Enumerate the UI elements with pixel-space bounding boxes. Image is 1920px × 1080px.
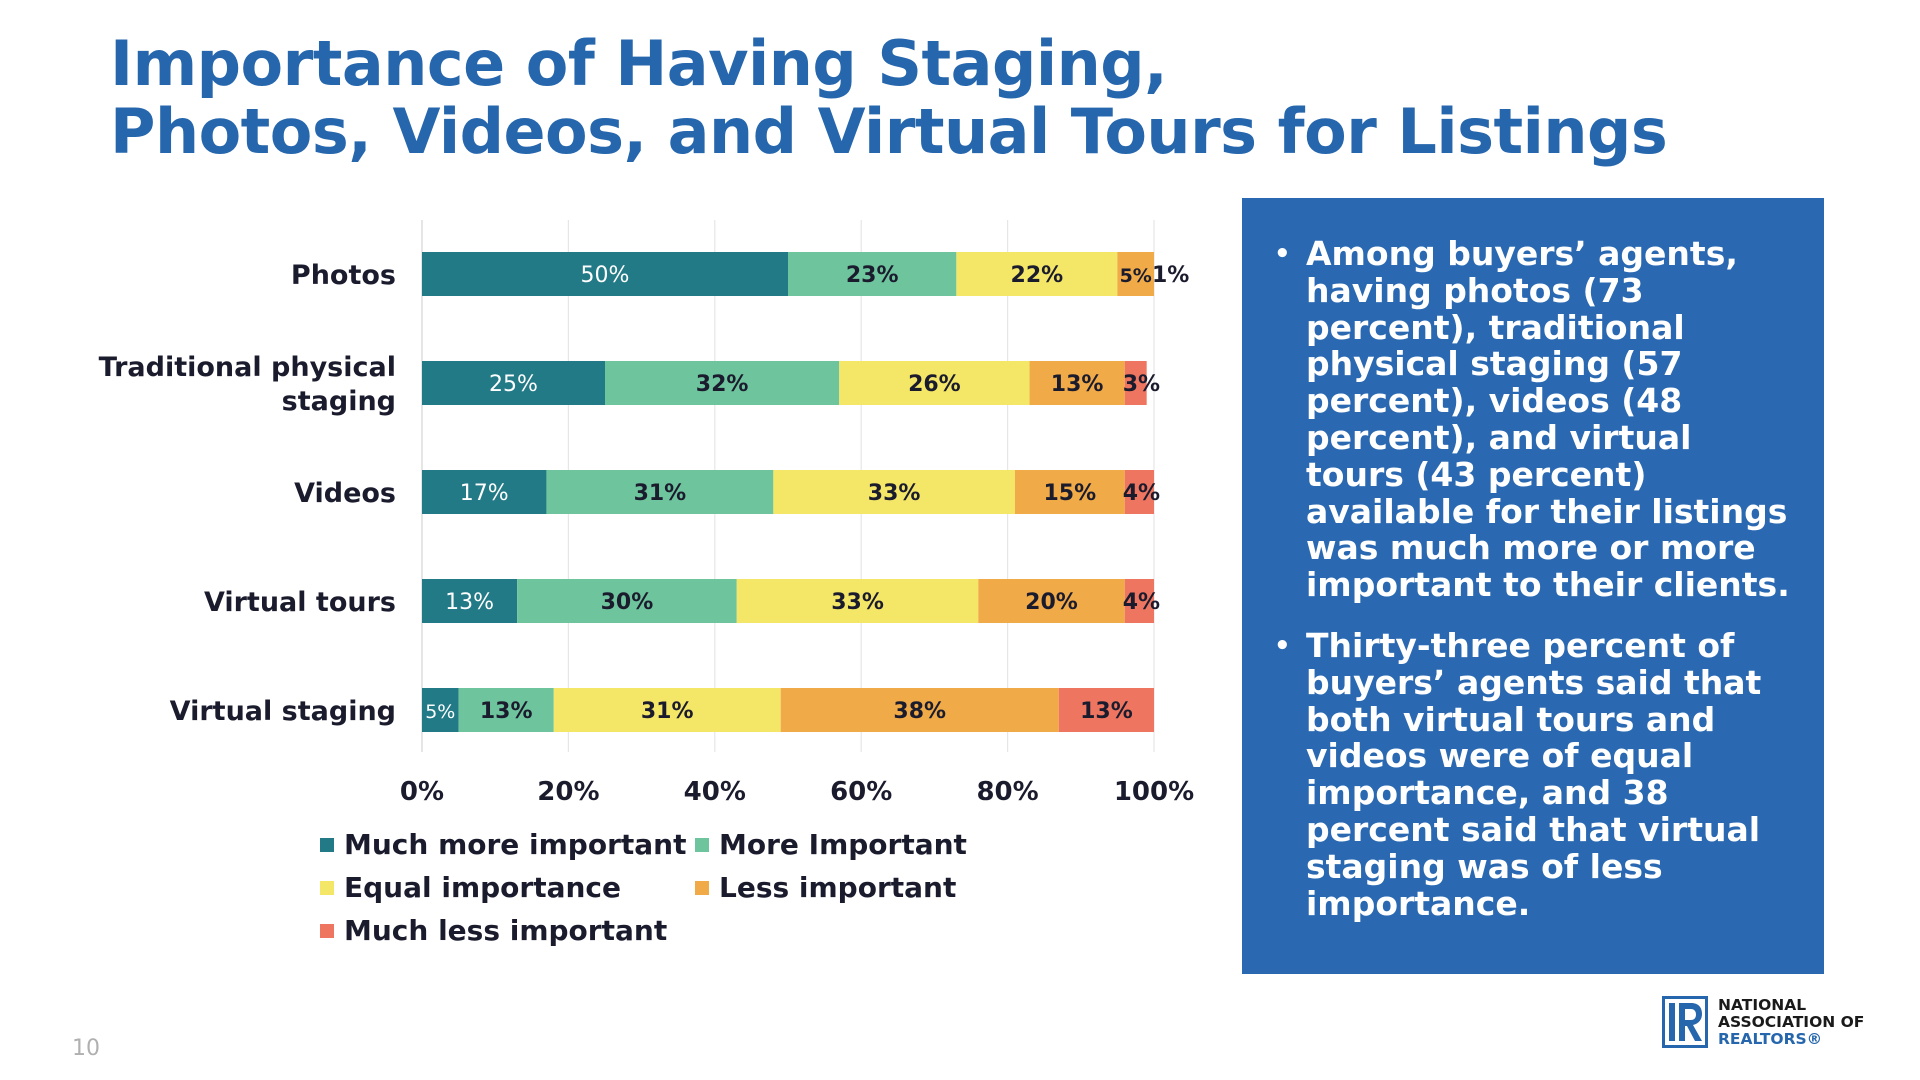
page-title: Importance of Having Staging, Photos, Vi… <box>110 27 1668 168</box>
legend-item-much-less-important: Much less important <box>320 914 695 947</box>
legend-swatch <box>320 880 334 895</box>
data-label: 3% <box>1123 372 1160 397</box>
data-label: 31% <box>634 481 687 506</box>
bar-segment <box>1014 470 1125 514</box>
bar-segment <box>1124 579 1154 623</box>
x-tick-label: 100% <box>1114 777 1194 807</box>
summary-bullet-list: Among buyers’ agents, having photos (73 … <box>1274 235 1800 922</box>
bar-segment <box>553 688 781 732</box>
x-tick-label: 40% <box>684 777 746 807</box>
data-label: 13% <box>480 699 533 724</box>
chart-legend: Much more important More Important Equal… <box>320 828 980 947</box>
stacked-bar-chart: 0% 20% 40% 60% 80% 100%Photos 50% 23% 22% 5% 1%Tra… <box>99 220 1194 807</box>
logo-wordmark: NATIONAL ASSOCIATION OF REALTORS® <box>1718 995 1865 1048</box>
logo-line-3: REALTORS® <box>1718 1029 1823 1048</box>
logo-line-1: NATIONAL <box>1718 995 1807 1014</box>
realtor-r-logo-icon <box>1662 996 1708 1048</box>
logo-line-2: ASSOCIATION OF <box>1718 1012 1865 1031</box>
category-label: Videos <box>294 478 396 509</box>
legend-label: Equal importance <box>344 871 622 904</box>
data-label: 15% <box>1043 481 1096 506</box>
legend-swatch <box>695 837 709 852</box>
data-label: 4% <box>1123 590 1160 615</box>
data-label: 32% <box>696 372 749 397</box>
summary-bullet: Thirty-three percent of buyers’ agents s… <box>1274 627 1800 922</box>
data-label: 31% <box>641 699 694 724</box>
bar-segment <box>605 361 840 405</box>
bar-segment <box>422 361 605 405</box>
category-label: Traditional physical <box>99 352 396 383</box>
legend-swatch <box>320 837 334 852</box>
bar-segment <box>422 470 547 514</box>
data-label: 13% <box>445 590 494 615</box>
x-tick-label: 60% <box>830 777 892 807</box>
data-label: 38% <box>893 699 946 724</box>
bar-segment <box>458 688 554 732</box>
bar-segment <box>736 579 979 623</box>
legend-swatch <box>695 880 709 895</box>
bar-segment <box>956 252 1118 296</box>
x-tick-label: 0% <box>400 777 444 807</box>
data-label: 20% <box>1025 590 1078 615</box>
page-title-line-2: Photos, Videos, and Virtual Tours for Li… <box>110 95 1668 168</box>
legend-label: More Important <box>719 828 967 861</box>
legend-item-much-more-important: Much more important <box>320 828 695 861</box>
bar-segment <box>1124 470 1154 514</box>
data-label: 26% <box>908 372 961 397</box>
legend-swatch <box>320 923 334 938</box>
data-label: 30% <box>601 590 654 615</box>
legend-label: Much more important <box>344 828 687 861</box>
bar-segment <box>546 470 774 514</box>
bar-segment <box>773 470 1015 514</box>
bar-segment <box>1029 361 1125 405</box>
data-label: 5% <box>425 701 455 723</box>
legend-label: Much less important <box>344 914 668 947</box>
data-label: 33% <box>868 481 921 506</box>
bar-segment <box>422 252 788 296</box>
data-label: 13% <box>1080 699 1133 724</box>
x-tick-label: 80% <box>976 777 1038 807</box>
data-label: 23% <box>846 263 899 288</box>
legend-item-more-important: More Important <box>695 828 980 861</box>
bar-segment <box>780 688 1059 732</box>
bar-segment <box>1124 361 1147 405</box>
data-label: 50% <box>581 263 630 288</box>
bar-segment <box>1058 688 1154 732</box>
bar-segment <box>517 579 737 623</box>
data-label: 33% <box>831 590 884 615</box>
data-label: 13% <box>1051 372 1104 397</box>
x-tick-label: 20% <box>537 777 599 807</box>
legend-item-equal-importance: Equal importance <box>320 871 695 904</box>
data-label: 5% <box>1120 265 1152 287</box>
bar-segment <box>422 688 459 732</box>
category-label: staging <box>282 386 396 417</box>
legend-label: Less important <box>719 871 957 904</box>
category-label: Virtual staging <box>170 696 396 727</box>
page-title-line-1: Importance of Having Staging, <box>110 27 1168 100</box>
legend-item-less-important: Less important <box>695 871 980 904</box>
data-label: 1% <box>1152 263 1189 288</box>
data-label: 22% <box>1011 263 1064 288</box>
page-number: 10 <box>72 1036 100 1061</box>
category-label: Photos <box>291 260 396 291</box>
bar-segment <box>788 252 957 296</box>
summary-callout: Among buyers’ agents, having photos (73 … <box>1242 198 1824 974</box>
bar-segment <box>422 579 518 623</box>
data-label: 25% <box>489 372 538 397</box>
bar-segment <box>839 361 1030 405</box>
bar-segment <box>978 579 1125 623</box>
category-label: Virtual tours <box>204 587 396 618</box>
data-label: 4% <box>1123 481 1160 506</box>
realtors-logo: NATIONAL ASSOCIATION OF REALTORS® <box>1662 996 1864 1048</box>
data-label: 17% <box>460 481 509 506</box>
summary-bullet: Among buyers’ agents, having photos (73 … <box>1274 235 1800 604</box>
bar-segment <box>1117 252 1154 296</box>
